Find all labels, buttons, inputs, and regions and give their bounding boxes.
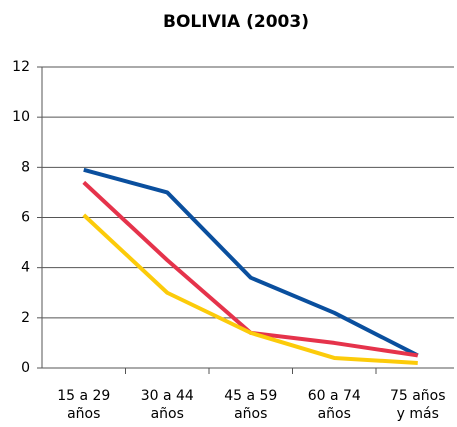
y-tick-label: 6 [21,210,30,226]
x-tick-label: 60 a 74 [308,388,361,404]
x-tick-label: 15 a 29 [57,388,110,404]
y-tick-label: 2 [21,310,30,326]
line-series [83,167,419,358]
x-tick-label: años [234,406,267,422]
x-tick-label: años [67,406,100,422]
y-tick-label: 12 [12,59,30,75]
y-tick-label: 4 [21,260,30,276]
x-tick-label: 30 a 44 [141,388,194,404]
x-tick-label: 75 años [390,388,446,404]
line-series [82,213,418,365]
y-tick-label: 0 [21,360,30,376]
chart-title: BOLIVIA (2003) [163,12,309,32]
y-tick-label: 8 [21,159,30,175]
x-tick-label: años [318,406,351,422]
x-tick-label: y más [397,406,439,422]
x-tick-label: 45 a 59 [224,388,277,404]
y-tick-label: 10 [12,109,30,125]
x-tick-label: años [151,406,184,422]
